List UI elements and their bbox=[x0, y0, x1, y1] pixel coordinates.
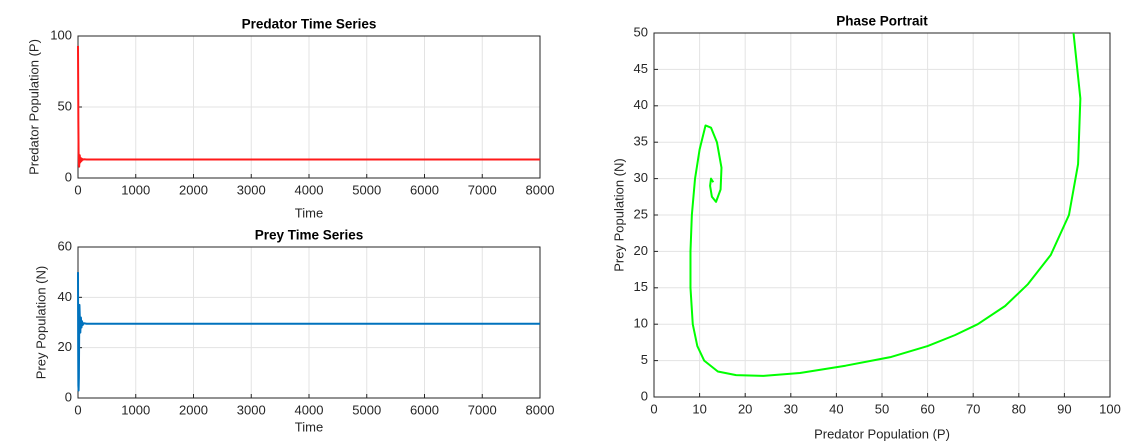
y-tick-label: 35 bbox=[634, 134, 648, 149]
y-axis-label: Prey Population (N) bbox=[33, 266, 48, 379]
x-tick-label: 3000 bbox=[237, 182, 266, 197]
x-axis-label: Time bbox=[295, 205, 323, 220]
y-tick-label: 50 bbox=[634, 24, 648, 39]
x-tick-label: 4000 bbox=[295, 402, 324, 417]
y-tick-label: 10 bbox=[634, 316, 648, 331]
x-tick-label: 40 bbox=[829, 401, 843, 416]
x-tick-label: 0 bbox=[74, 182, 81, 197]
x-axis-label: Time bbox=[295, 419, 323, 434]
x-tick-label: 6000 bbox=[410, 182, 439, 197]
y-tick-label: 20 bbox=[634, 243, 648, 258]
y-tick-label: 60 bbox=[58, 238, 72, 253]
x-tick-label: 8000 bbox=[526, 182, 555, 197]
x-tick-label: 30 bbox=[784, 401, 798, 416]
y-tick-label: 0 bbox=[641, 388, 648, 403]
x-tick-label: 90 bbox=[1057, 401, 1071, 416]
x-tick-label: 6000 bbox=[410, 402, 439, 417]
x-tick-label: 7000 bbox=[468, 402, 497, 417]
x-tick-label: 80 bbox=[1012, 401, 1026, 416]
x-axis-label: Predator Population (P) bbox=[814, 426, 950, 441]
x-tick-label: 5000 bbox=[352, 182, 381, 197]
chart-title: Phase Portrait bbox=[836, 14, 928, 29]
y-tick-label: 25 bbox=[634, 206, 648, 221]
x-tick-label: 2000 bbox=[179, 402, 208, 417]
y-tick-label: 40 bbox=[58, 289, 72, 304]
x-tick-label: 70 bbox=[966, 401, 980, 416]
chart-title: Prey Time Series bbox=[255, 228, 364, 243]
y-tick-label: 15 bbox=[634, 279, 648, 294]
x-tick-label: 4000 bbox=[295, 182, 324, 197]
x-tick-label: 100 bbox=[1099, 401, 1121, 416]
chart-title: Predator Time Series bbox=[242, 17, 377, 32]
x-tick-label: 20 bbox=[738, 401, 752, 416]
y-axis-label: Prey Population (N) bbox=[611, 158, 626, 271]
x-tick-label: 3000 bbox=[237, 402, 266, 417]
y-tick-label: 0 bbox=[65, 169, 72, 184]
x-tick-label: 0 bbox=[650, 401, 657, 416]
data-line bbox=[689, 32, 1082, 377]
x-tick-label: 1000 bbox=[121, 182, 150, 197]
y-tick-label: 0 bbox=[65, 389, 72, 404]
x-tick-label: 10 bbox=[692, 401, 706, 416]
x-tick-label: 2000 bbox=[179, 182, 208, 197]
y-tick-label: 45 bbox=[634, 61, 648, 76]
y-tick-label: 50 bbox=[58, 98, 72, 113]
x-tick-label: 50 bbox=[875, 401, 889, 416]
y-tick-label: 20 bbox=[58, 339, 72, 354]
x-tick-label: 5000 bbox=[352, 402, 381, 417]
y-axis-label: Predator Population (P) bbox=[26, 39, 41, 175]
y-tick-label: 30 bbox=[634, 170, 648, 185]
x-tick-label: 7000 bbox=[468, 182, 497, 197]
y-tick-label: 40 bbox=[634, 97, 648, 112]
axes-box bbox=[653, 32, 1111, 398]
y-tick-label: 100 bbox=[50, 27, 72, 42]
y-tick-label: 5 bbox=[641, 352, 648, 367]
x-tick-label: 1000 bbox=[121, 402, 150, 417]
data-line bbox=[77, 272, 540, 392]
data-line bbox=[77, 45, 540, 168]
x-tick-label: 0 bbox=[74, 402, 81, 417]
x-tick-label: 60 bbox=[920, 401, 934, 416]
x-tick-label: 8000 bbox=[526, 402, 555, 417]
